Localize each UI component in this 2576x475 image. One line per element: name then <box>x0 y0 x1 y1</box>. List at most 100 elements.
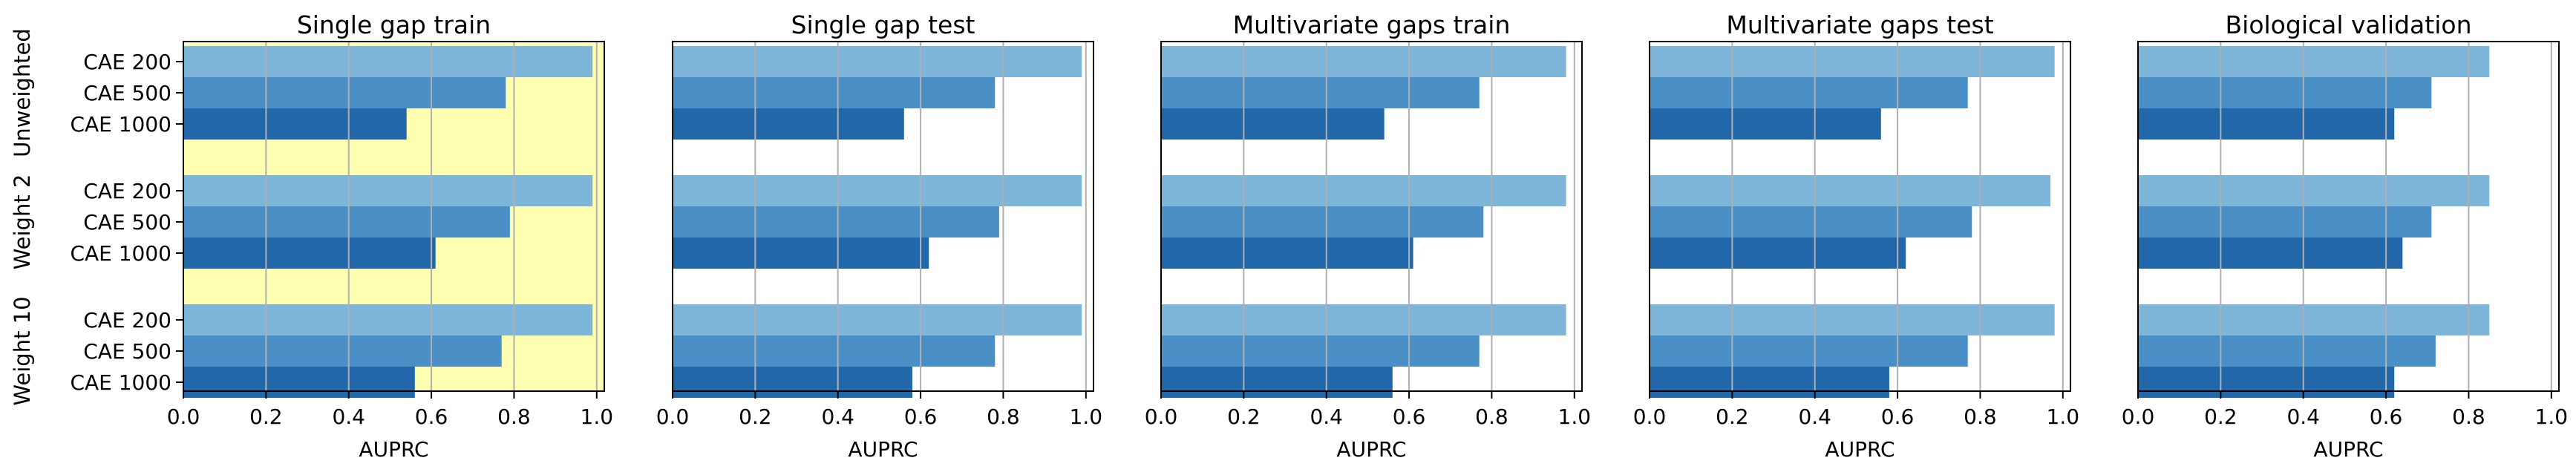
panel-2-x-axis-label: AUPRC <box>1336 437 1406 462</box>
panel-1-x-tick-label: 0.4 <box>821 404 854 429</box>
panel-0-bar-weight-2-cae-500 <box>183 206 510 238</box>
panel-2-bar-weight-10-cae-200 <box>1161 304 1566 335</box>
panel-3-x-tick-label: 0.6 <box>1881 404 1915 429</box>
panel-1-bar-weight-2-cae-500 <box>673 206 999 238</box>
panel-0-x-tick-label: 0.6 <box>415 404 448 429</box>
panel-0-bar-unweighted-cae-200 <box>183 46 593 77</box>
panel-0-x-tick-label: 1.0 <box>581 404 614 429</box>
panel-3-frame <box>1649 41 2071 392</box>
panel-0-x-tick-label: 0.2 <box>249 404 283 429</box>
y-tick-label: CAE 1000 <box>70 370 171 395</box>
panel-3-title: Multivariate gaps test <box>1726 10 1993 39</box>
panel-1-x-tick-label: 0.8 <box>987 404 1020 429</box>
panel-0-x-axis-label: AUPRC <box>359 437 428 462</box>
panel-3-x-tick-label: 0.0 <box>1633 404 1667 429</box>
panel-3-x-tick-label: 1.0 <box>2047 404 2080 429</box>
panel-1-bar-weight-2-cae-200 <box>673 175 1082 206</box>
panel-2-title: Multivariate gaps train <box>1233 10 1511 39</box>
panel-2-bar-weight-10-cae-1000 <box>1161 367 1393 398</box>
panel-2-bar-unweighted-cae-500 <box>1161 77 1480 108</box>
panel-4-bar-weight-2-cae-500 <box>2138 206 2432 238</box>
panel-1-x-axis-label: AUPRC <box>848 437 918 462</box>
panel-2-bar-weight-2-cae-200 <box>1161 175 1566 206</box>
panel-0-bar-unweighted-cae-1000 <box>183 108 407 140</box>
panel-2-x-tick-label: 0.0 <box>1145 404 1178 429</box>
panel-0-bar-weight-10-cae-500 <box>183 335 502 367</box>
y-tick-label: CAE 200 <box>83 50 171 74</box>
panel-2-bar-unweighted-cae-1000 <box>1161 108 1385 140</box>
panel-0-bar-unweighted-cae-500 <box>183 77 506 108</box>
panel-0-bar-weight-10-cae-1000 <box>183 367 415 398</box>
panel-1-x-tick-label: 1.0 <box>1070 404 1103 429</box>
panel-3-bar-unweighted-cae-1000 <box>1650 108 1881 140</box>
panel-1-bar-weight-10-cae-200 <box>673 304 1082 335</box>
panel-2-bar-weight-2-cae-1000 <box>1161 238 1413 269</box>
panel-4-bar-weight-2-cae-1000 <box>2138 238 2403 269</box>
panel-1-frame <box>672 41 1094 392</box>
group-label-weight-10: Weight 10 <box>10 296 35 405</box>
panel-2-x-tick-label: 1.0 <box>1558 404 1592 429</box>
panel-4-frame <box>2137 41 2560 392</box>
y-tick-label: CAE 1000 <box>70 112 171 137</box>
panel-3-bar-weight-10-cae-500 <box>1650 335 1968 367</box>
y-tick-label: CAE 200 <box>83 308 171 332</box>
panel-0-frame <box>183 41 605 392</box>
panel-4-x-tick-label: 1.0 <box>2535 404 2569 429</box>
y-tick-label: CAE 500 <box>83 210 171 235</box>
panel-1-bar-unweighted-cae-200 <box>673 46 1082 77</box>
panel-2-bar-unweighted-cae-200 <box>1161 46 1566 77</box>
panel-4-x-tick-label: 0.6 <box>2370 404 2403 429</box>
panel-4-x-tick-label: 0.4 <box>2286 404 2320 429</box>
panel-3-bar-unweighted-cae-500 <box>1650 77 1968 108</box>
panel-2-x-tick-label: 0.4 <box>1310 404 1343 429</box>
panel-1-title: Single gap test <box>791 10 975 39</box>
panel-4-bar-weight-2-cae-200 <box>2138 175 2490 206</box>
panel-3-x-tick-label: 0.2 <box>1716 404 1749 429</box>
panel-1-bar-weight-2-cae-1000 <box>673 238 929 269</box>
panel-1-x-tick-label: 0.6 <box>904 404 938 429</box>
panel-4-bar-weight-10-cae-1000 <box>2138 367 2395 398</box>
panel-3-x-tick-label: 0.8 <box>1964 404 1997 429</box>
panel-0-bar-weight-2-cae-1000 <box>183 238 436 269</box>
panel-2-bar-weight-10-cae-500 <box>1161 335 1480 367</box>
panel-1-bar-unweighted-cae-500 <box>673 77 996 108</box>
panel-4-x-tick-label: 0.8 <box>2452 404 2485 429</box>
panel-0-bar-weight-10-cae-200 <box>183 304 593 335</box>
group-label-unweighted: Unweighted <box>10 28 35 157</box>
panel-4-bar-unweighted-cae-200 <box>2138 46 2490 77</box>
panel-1-x-tick-label: 0.0 <box>656 404 690 429</box>
y-tick-label: CAE 1000 <box>70 241 171 266</box>
y-tick-label: CAE 500 <box>83 81 171 105</box>
panel-4-bar-weight-10-cae-500 <box>2138 335 2436 367</box>
panel-3-bar-weight-2-cae-500 <box>1650 206 1972 238</box>
panel-1-x-tick-label: 0.2 <box>739 404 772 429</box>
panel-0-bar-weight-2-cae-200 <box>183 175 593 206</box>
panel-1-bar-unweighted-cae-1000 <box>673 108 904 140</box>
panel-0-title: Single gap train <box>297 10 491 39</box>
panel-4-x-axis-label: AUPRC <box>2313 437 2383 462</box>
panel-2-frame <box>1160 41 1583 392</box>
panel-0-x-tick-label: 0.0 <box>167 404 200 429</box>
panel-3-x-tick-label: 0.4 <box>1798 404 1831 429</box>
panel-2-x-tick-label: 0.2 <box>1227 404 1261 429</box>
panel-3-bar-unweighted-cae-200 <box>1650 46 2055 77</box>
panel-2-bar-weight-2-cae-500 <box>1161 206 1484 238</box>
panel-4-bar-unweighted-cae-1000 <box>2138 108 2395 140</box>
panel-3-bar-weight-2-cae-200 <box>1650 175 2051 206</box>
panel-3-bar-weight-10-cae-200 <box>1650 304 2055 335</box>
panel-4-x-tick-label: 0.0 <box>2122 404 2155 429</box>
panel-2-x-tick-label: 0.6 <box>1393 404 1426 429</box>
panel-0-x-tick-label: 0.4 <box>332 404 365 429</box>
panel-3-bar-weight-10-cae-1000 <box>1650 367 1889 398</box>
panel-0-x-tick-label: 0.8 <box>497 404 531 429</box>
panel-4-bar-unweighted-cae-500 <box>2138 77 2432 108</box>
panel-4-bar-weight-10-cae-200 <box>2138 304 2490 335</box>
panel-3-bar-weight-2-cae-1000 <box>1650 238 1906 269</box>
y-tick-label: CAE 500 <box>83 339 171 364</box>
panel-2-x-tick-label: 0.8 <box>1475 404 1508 429</box>
y-tick-label: CAE 200 <box>83 179 171 203</box>
group-label-weight-2: Weight 2 <box>10 174 35 270</box>
panel-4-title: Biological validation <box>2226 10 2472 39</box>
panel-1-bar-weight-10-cae-500 <box>673 335 996 367</box>
